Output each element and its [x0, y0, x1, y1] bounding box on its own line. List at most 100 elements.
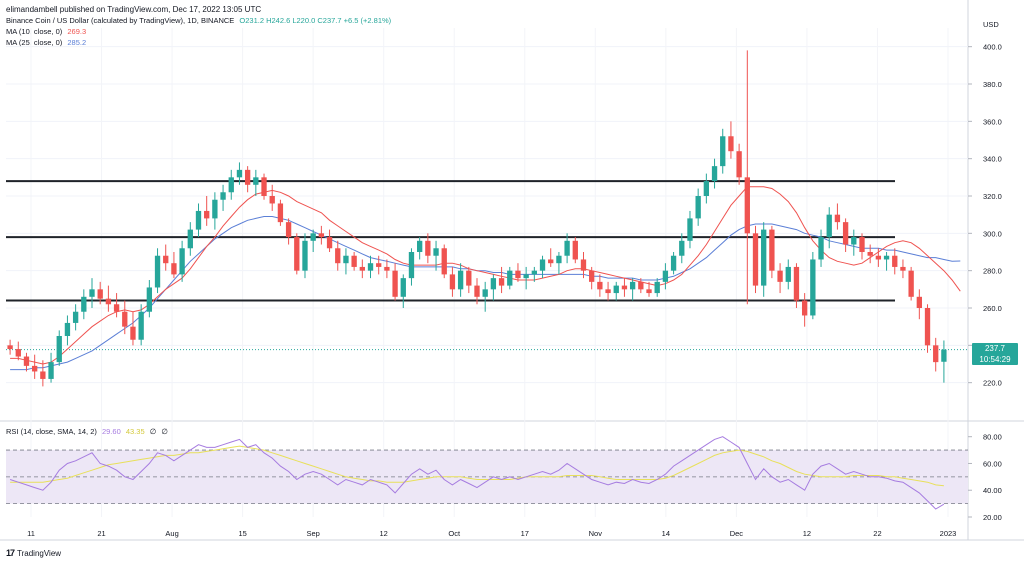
time-tick-label: Nov [589, 529, 603, 538]
rsi-ma-value: 43.35 [125, 427, 145, 436]
candle-body [425, 240, 431, 256]
candle-body [515, 270, 521, 279]
candle-body [416, 240, 423, 252]
time-tick-label: 21 [97, 529, 105, 538]
candle-body [171, 263, 177, 275]
candle-body [294, 237, 300, 271]
candle-body [343, 255, 349, 264]
publisher-header: elimandambell published on TradingView.c… [6, 5, 262, 14]
rsi-line [9, 436, 945, 510]
candle-body [564, 240, 570, 256]
candle-body [785, 266, 791, 282]
candle-body [466, 270, 472, 286]
candle-body [384, 266, 390, 271]
candle-body [539, 259, 546, 271]
candle-body [56, 336, 62, 363]
candle-body [572, 240, 578, 260]
candle-body [629, 281, 636, 290]
candle-body [851, 237, 857, 245]
candle-body [892, 255, 898, 267]
rsi-value: 29.60 [101, 427, 121, 436]
candle-body [449, 274, 456, 290]
candle-body [687, 218, 693, 241]
candle-body [801, 300, 808, 316]
candle-body [113, 304, 120, 312]
candle-body [130, 326, 136, 340]
ma25-line [10, 216, 961, 371]
candle-body [163, 255, 169, 264]
candle-body [367, 263, 374, 271]
candle-body [482, 289, 488, 297]
time-tick-label: Dec [730, 529, 744, 538]
candle-body [752, 233, 759, 286]
candle-body [793, 266, 800, 301]
candle-body [408, 252, 415, 279]
candle-body [523, 274, 529, 279]
time-tick-label: 14 [662, 529, 670, 538]
candle-body [916, 296, 922, 308]
tradingview-logo-icon: 17 [6, 548, 15, 558]
candle-body [826, 214, 832, 238]
price-tick-label: 360.0 [983, 117, 1002, 126]
candle-body [498, 278, 505, 286]
ohlc-values: O231.2 H242.6 L220.0 C237.7 +6.5 (+2.81%… [239, 16, 392, 25]
rsi-tick-label: 80.00 [983, 433, 1002, 442]
time-tick-label: Sep [306, 529, 319, 538]
last-price-tag: 237.7 10:54:29 [972, 343, 1018, 365]
candle-body [269, 196, 275, 204]
candle-body [457, 270, 464, 290]
candle-body [720, 136, 726, 167]
candle-body [146, 287, 153, 312]
candle-body [64, 322, 71, 336]
candle-body [261, 177, 267, 196]
candle-body [212, 199, 218, 219]
candle-body [48, 362, 54, 379]
candle-body [646, 289, 652, 294]
candle-body [302, 240, 308, 271]
candle-body [548, 259, 554, 264]
candle-body [433, 248, 439, 256]
candle-body [392, 270, 398, 297]
price-axis-currency: USD [983, 20, 999, 29]
bar-countdown: 10:54:29 [979, 355, 1011, 364]
candle-body [400, 278, 406, 297]
candle-body [597, 281, 603, 290]
time-tick-label: 17 [521, 529, 529, 538]
candle-body [933, 345, 939, 363]
candle-body [761, 229, 767, 286]
time-tick-label: 2023 [940, 529, 957, 538]
candle-body [220, 192, 226, 200]
ma25-legend[interactable]: MA (25, close, 0) 285.2 [6, 38, 86, 47]
candle-body [253, 177, 259, 185]
time-tick-label: 22 [873, 529, 881, 538]
candle-body [277, 203, 284, 223]
rsi-legend[interactable]: RSI (14, close, SMA, 14, 2) 29.60 43.35 … [6, 427, 168, 436]
rsi-label: RSI (14, close, SMA, 14, 2) [6, 427, 97, 436]
candle-body [359, 266, 365, 271]
ma10-line [10, 186, 961, 365]
candle-body [441, 248, 447, 275]
candle-body [23, 356, 30, 366]
candle-body [531, 270, 538, 275]
candle-body [842, 222, 849, 245]
time-tick-label: 12 [380, 529, 388, 538]
candle-body [7, 345, 13, 350]
ma10-value: 269.3 [67, 27, 87, 36]
price-tick-label: 340.0 [983, 155, 1002, 164]
candle-body [326, 237, 333, 249]
candle-body [613, 285, 619, 294]
candle-body [875, 255, 882, 260]
candle-body [556, 255, 562, 264]
candle-body [908, 270, 914, 297]
candle-body [638, 281, 644, 290]
ma10-legend[interactable]: MA (10, close, 0) 269.3 [6, 27, 86, 36]
rsi-extra-2: ∅ [161, 427, 168, 436]
price-tick-label: 220.0 [983, 379, 1002, 388]
candle-body [204, 210, 210, 219]
candle-body [97, 289, 103, 299]
candle-body [40, 371, 46, 379]
candle-body [769, 229, 775, 271]
candle-body [154, 255, 161, 288]
tradingview-logo[interactable]: 17 TradingView [6, 548, 61, 558]
